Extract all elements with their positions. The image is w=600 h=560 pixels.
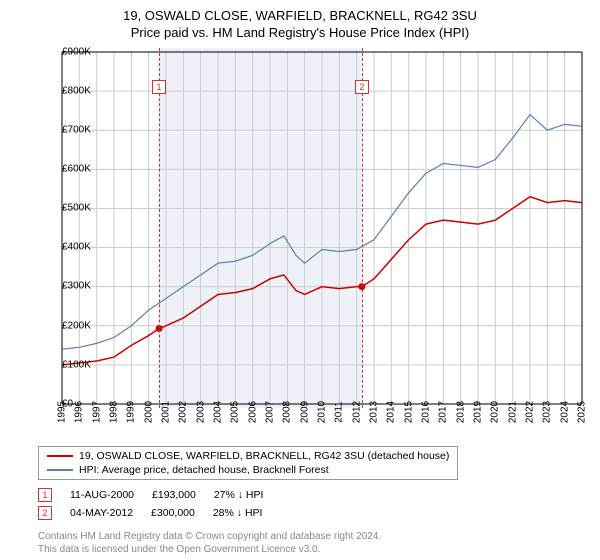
sale-date: 11-AUG-2000 [70,489,134,501]
legend-label: HPI: Average price, detached house, Brac… [79,464,329,476]
legend: 19, OSWALD CLOSE, WARFIELD, BRACKNELL, R… [38,446,458,480]
title-line1: 19, OSWALD CLOSE, WARFIELD, BRACKNELL, R… [12,8,588,25]
sale-marker: 2 [38,506,52,520]
sale-delta: 27% ↓ HPI [214,489,264,501]
footer-line1: Contains HM Land Registry data © Crown c… [38,530,588,543]
sale-date: 04-MAY-2012 [70,507,133,519]
legend-swatch [47,469,73,471]
legend-swatch [47,455,73,457]
chart-title: 19, OSWALD CLOSE, WARFIELD, BRACKNELL, R… [12,8,588,42]
footer-line2: This data is licensed under the Open Gov… [38,543,588,556]
chart-plot: £0£100K£200K£300K£400K£500K£600K£700K£80… [32,48,588,408]
legend-item: 19, OSWALD CLOSE, WARFIELD, BRACKNELL, R… [47,449,449,463]
sale-notes: 1 11-AUG-2000 £193,000 27% ↓ HPI 2 04-MA… [38,486,588,522]
sale-marker: 1 [38,488,52,502]
legend-item: HPI: Average price, detached house, Brac… [47,463,449,477]
sale-price: £193,000 [152,489,196,501]
sale-row: 1 11-AUG-2000 £193,000 27% ↓ HPI [38,486,588,504]
legend-label: 19, OSWALD CLOSE, WARFIELD, BRACKNELL, R… [79,450,449,462]
sale-delta: 28% ↓ HPI [213,507,263,519]
footer-text: Contains HM Land Registry data © Crown c… [38,530,588,556]
sale-row: 2 04-MAY-2012 £300,000 28% ↓ HPI [38,504,588,522]
sale-price: £300,000 [151,507,195,519]
title-line2: Price paid vs. HM Land Registry's House … [12,25,588,42]
